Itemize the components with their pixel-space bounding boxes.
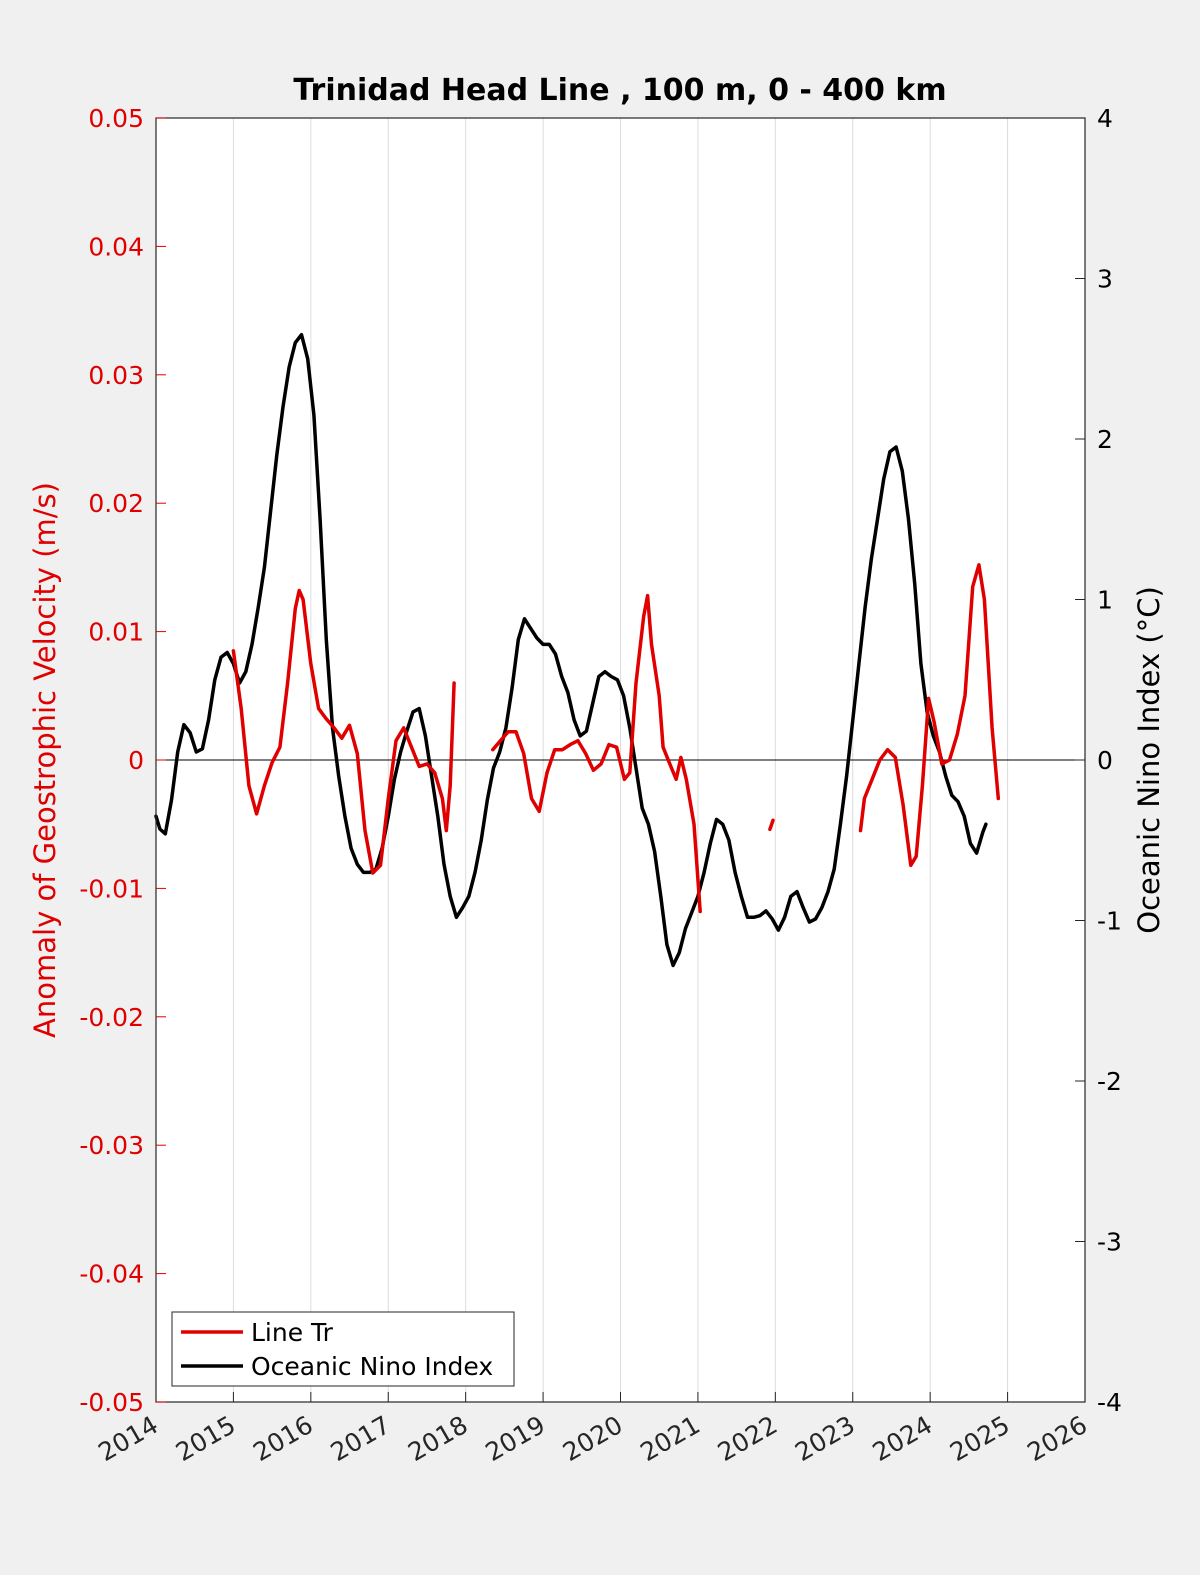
series-line-tr-segment bbox=[858, 563, 1001, 868]
y-axis-left-label: Anomaly of Geostrophic Velocity (m/s) bbox=[28, 482, 62, 1038]
series-oni-segment bbox=[154, 332, 988, 968]
y-right-tick-label: 3 bbox=[1097, 265, 1113, 294]
y-left-tick-label: 0.04 bbox=[88, 232, 144, 261]
series-line-tr-segment bbox=[491, 593, 702, 914]
legend-label-oni: Oceanic Nino Index bbox=[251, 1352, 493, 1381]
y-right-tick-label: 1 bbox=[1097, 586, 1113, 615]
y-left-tick-label: 0.05 bbox=[88, 104, 144, 133]
y-right-tick-label: 4 bbox=[1097, 104, 1113, 133]
y-left-tick-label: 0 bbox=[128, 746, 144, 775]
y-right-tick-label: 0 bbox=[1097, 746, 1113, 775]
y-right-tick-label: -3 bbox=[1097, 1228, 1122, 1257]
y-left-tick-label: -0.04 bbox=[79, 1260, 144, 1289]
y-left-tick-label: -0.01 bbox=[79, 874, 144, 903]
legend-box bbox=[171, 1311, 515, 1387]
y-left-tick-label: 0.03 bbox=[88, 361, 144, 390]
y-left-tick-label: 0.01 bbox=[88, 618, 144, 647]
y-axis-right-label: Oceanic Nino Index (°C) bbox=[1132, 586, 1166, 934]
y-right-tick-label: -2 bbox=[1097, 1067, 1122, 1096]
legend-label-line-tr: Line Tr bbox=[251, 1318, 334, 1347]
chart-title: Trinidad Head Line , 100 m, 0 - 400 km bbox=[293, 73, 946, 108]
legend: Line Tr Oceanic Nino Index bbox=[171, 1311, 515, 1387]
y-left-tick-label: -0.05 bbox=[79, 1388, 144, 1417]
series-line-tr-segment bbox=[768, 818, 775, 832]
y-right-tick-label: 2 bbox=[1097, 425, 1113, 454]
series-lines bbox=[154, 332, 1001, 968]
y-left-tick-label: -0.03 bbox=[79, 1131, 144, 1160]
y-left-tick-label: 0.02 bbox=[88, 489, 144, 518]
series-line-tr-segment bbox=[231, 588, 456, 875]
y-right-tick-label: -4 bbox=[1097, 1388, 1122, 1417]
y-right-tick-label: -1 bbox=[1097, 907, 1122, 936]
y-left-tick-label: -0.02 bbox=[79, 1003, 144, 1032]
